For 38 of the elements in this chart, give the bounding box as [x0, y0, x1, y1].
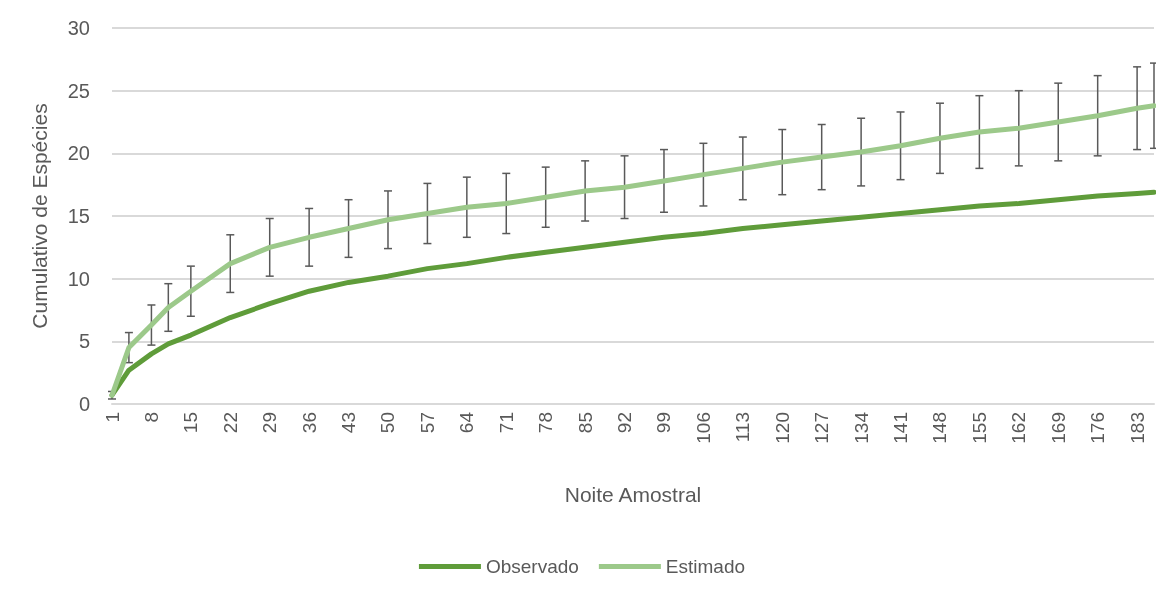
x-tick-label: 8	[140, 412, 162, 423]
x-tick-label: 22	[219, 412, 241, 434]
x-tick-label: 50	[377, 412, 399, 434]
x-tick-label: 127	[811, 412, 833, 444]
x-tick-label: 162	[1008, 412, 1030, 444]
y-tick-label: 15	[67, 205, 90, 227]
x-tick-label: 64	[456, 411, 478, 434]
x-tick-label: 141	[890, 412, 912, 444]
x-tick-label: 43	[338, 412, 360, 434]
legend-label: Observado	[485, 556, 579, 577]
y-tick-label: 30	[67, 17, 90, 39]
x-tick-label: 113	[732, 412, 754, 443]
x-axis-title: Noite Amostral	[564, 483, 702, 506]
x-tick-label: 85	[574, 412, 596, 434]
y-tick-label: 25	[67, 79, 90, 102]
x-tick-label: 78	[535, 412, 557, 434]
y-tick-label: 0	[78, 393, 90, 415]
x-tick-label: 1	[101, 412, 123, 423]
x-tick-label: 99	[653, 412, 675, 434]
legend-label: Estimado	[665, 556, 746, 577]
x-tick-label: 169	[1047, 412, 1069, 444]
y-tick-label: 5	[78, 330, 90, 353]
x-tick-label: 36	[298, 412, 320, 434]
x-tick-label: 155	[968, 412, 990, 444]
x-tick-label: 176	[1087, 412, 1109, 444]
x-tick-label: 148	[929, 412, 951, 444]
x-tick-label: 134	[850, 411, 872, 444]
x-tick-label: 15	[180, 412, 202, 434]
y-axis-title: Cumulativo de Espécies	[28, 103, 51, 329]
y-tick-label: 20	[67, 142, 90, 165]
x-tick-label: 71	[495, 412, 517, 434]
y-tick-label: 10	[67, 267, 90, 290]
x-tick-label: 183	[1126, 412, 1148, 444]
x-tick-label: 29	[259, 412, 281, 434]
x-tick-label: 106	[692, 412, 714, 444]
x-tick-label: 92	[614, 412, 636, 434]
x-tick-label: 120	[771, 412, 793, 444]
x-tick-label: 57	[416, 412, 438, 434]
